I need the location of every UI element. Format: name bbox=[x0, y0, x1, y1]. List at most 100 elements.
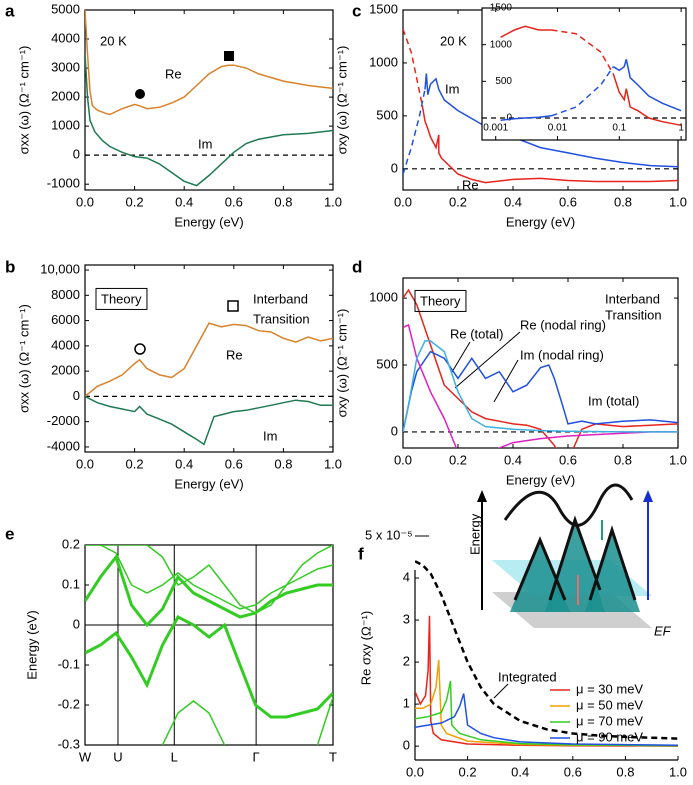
y-tick-label: 500 bbox=[495, 76, 512, 87]
annotation-box bbox=[95, 287, 148, 310]
dashed-line bbox=[551, 29, 614, 75]
x-tick-label: 0.0 bbox=[76, 456, 94, 471]
x-tick-label: 0.8 bbox=[274, 194, 292, 209]
legend-label: μ = 70 meV bbox=[576, 713, 643, 728]
y-tick-label: -0.1 bbox=[58, 656, 80, 671]
y-tick-label: 1000 bbox=[51, 118, 80, 133]
panel-letter: d bbox=[352, 257, 362, 276]
line bbox=[403, 323, 678, 448]
marker-open-square bbox=[227, 300, 239, 312]
band bbox=[85, 553, 333, 628]
line bbox=[500, 25, 682, 127]
panel-letter: b bbox=[5, 257, 15, 276]
annotation-box bbox=[414, 289, 467, 312]
band bbox=[316, 696, 333, 745]
annotation: Theory bbox=[101, 291, 142, 306]
panel: -1000 0 1000 2000 3000 4000 5000 0.0 0.2 0.4 0.6 0.… bbox=[5, 1, 342, 229]
annotation: Re (nodal ring) bbox=[520, 317, 606, 332]
band bbox=[85, 545, 333, 610]
x-tick-label: 0.2 bbox=[126, 194, 144, 209]
y-tick-label: -1000 bbox=[47, 176, 80, 191]
y-tick-label: 0 bbox=[73, 388, 80, 403]
x-tick-label: 0.6 bbox=[225, 456, 243, 471]
annotation: Im bbox=[263, 428, 277, 443]
y-tick-label: 4000 bbox=[51, 30, 80, 45]
marker-open-circle bbox=[134, 343, 146, 355]
annotation: Integrated bbox=[498, 669, 557, 684]
y-tick-label: 1500 bbox=[369, 1, 398, 16]
line bbox=[85, 322, 333, 397]
x-tick-label: 1.0 bbox=[669, 764, 687, 779]
x-tick-label: 0.6 bbox=[559, 194, 577, 209]
x-tick-label: 0.6 bbox=[559, 452, 577, 467]
x-axis-label: Energy (eV) bbox=[174, 476, 243, 491]
marker-square bbox=[224, 51, 234, 61]
y-tick-label: 5 x 10⁻⁵ bbox=[365, 527, 413, 542]
schematic: Energy EF bbox=[467, 483, 672, 638]
annotation: Re bbox=[165, 66, 182, 81]
annotation: 20 K bbox=[100, 33, 127, 48]
panel: -4000 -2000 0 2000 4000 6000 8000 10,000 0.0 0.2 0… bbox=[5, 257, 342, 491]
x-tick-label: 0.01 bbox=[548, 123, 568, 134]
y-tick-label: 1 bbox=[403, 696, 410, 711]
panel-letter: e bbox=[5, 524, 14, 543]
y-tick-label: 3 bbox=[403, 611, 410, 626]
annotation: 20 K bbox=[440, 33, 467, 48]
x-tick-label: 0.1 bbox=[612, 123, 626, 134]
x-tick-label: 0.2 bbox=[126, 456, 144, 471]
line bbox=[403, 340, 678, 433]
y-axis-label: σxy (ω) (Ω⁻¹ cm⁻¹) bbox=[334, 46, 349, 155]
annotation: Im bbox=[198, 136, 212, 151]
dashed-line bbox=[415, 560, 678, 740]
dashed-line bbox=[551, 66, 614, 117]
legend-label: μ = 50 meV bbox=[576, 697, 643, 712]
x-tick-label: 0.0 bbox=[406, 764, 424, 779]
y-tick-label: -0.3 bbox=[58, 736, 80, 751]
y-axis-label: Re σxy (Ω⁻¹) bbox=[358, 611, 373, 685]
x-tick-label: Γ bbox=[253, 749, 260, 764]
y-tick-label: 0 bbox=[391, 160, 398, 175]
y-tick-label: 0 bbox=[73, 616, 80, 631]
y-tick-label: 2 bbox=[403, 654, 410, 669]
band bbox=[161, 700, 226, 745]
y-tick-label: 500 bbox=[376, 356, 398, 371]
panel-letter: f bbox=[358, 544, 364, 563]
annotation: Transition bbox=[253, 311, 310, 326]
x-tick-label: 0.4 bbox=[175, 456, 193, 471]
y-tick-label: 1000 bbox=[369, 290, 398, 305]
line bbox=[415, 693, 678, 747]
y-axis-label: Energy (eV) bbox=[24, 610, 39, 679]
x-tick-label: 0.4 bbox=[504, 452, 522, 467]
y-tick-label: 0.1 bbox=[62, 576, 80, 591]
x-tick-label: 1 bbox=[678, 123, 684, 134]
y-tick-label: 1000 bbox=[490, 39, 513, 50]
annotation: Interband bbox=[253, 291, 308, 306]
x-tick-label: 0.4 bbox=[511, 764, 529, 779]
y-tick-label: 8000 bbox=[51, 287, 80, 302]
x-tick-label: 0.6 bbox=[564, 764, 582, 779]
annotation: Im (total) bbox=[588, 393, 639, 408]
annotation: Im bbox=[445, 81, 459, 96]
band bbox=[85, 545, 333, 614]
plot-frame bbox=[84, 9, 334, 191]
line bbox=[403, 288, 678, 448]
y-tick-label: 4000 bbox=[51, 337, 80, 352]
x-tick-label: 1.0 bbox=[324, 194, 342, 209]
dashed-line bbox=[403, 89, 426, 175]
x-tick-label: 0.8 bbox=[614, 452, 632, 467]
x-tick-label: 1.0 bbox=[324, 456, 342, 471]
annotation: Re bbox=[462, 177, 479, 192]
y-tick-label: 2000 bbox=[51, 89, 80, 104]
panel-letter: a bbox=[5, 1, 15, 20]
x-tick-label: 0.2 bbox=[449, 452, 467, 467]
x-tick-label: 0.001 bbox=[483, 123, 508, 134]
annotation: EF bbox=[654, 623, 672, 638]
plot-frame bbox=[402, 277, 679, 449]
x-axis-label: Energy (eV) bbox=[174, 214, 243, 229]
annotation: Energy bbox=[467, 513, 482, 555]
panel: 0 500 1000 0.0 0.2 0.4 0.6 0.8 1.0 Theory Interban… bbox=[334, 257, 687, 487]
y-tick-label: 0 bbox=[403, 738, 410, 753]
panel-letter: c bbox=[352, 1, 361, 20]
